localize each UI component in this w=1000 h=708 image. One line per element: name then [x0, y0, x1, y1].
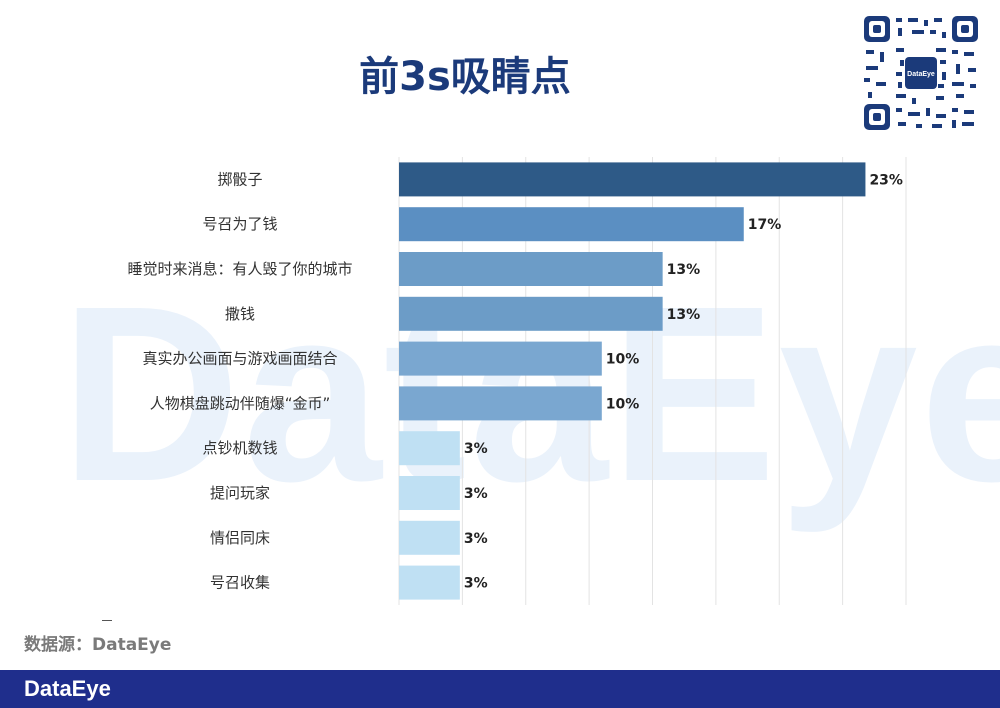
data-label: 10% — [606, 352, 640, 368]
data-label: 3% — [464, 576, 488, 592]
footer-logo: DataEye — [24, 676, 111, 701]
category-label: 情侣同床 — [210, 529, 270, 547]
bar — [399, 296, 663, 331]
data-label: 13% — [667, 262, 701, 278]
bar — [399, 431, 460, 466]
bar — [399, 565, 460, 600]
data-label: 3% — [464, 486, 488, 502]
footer-bar: DataEye — [0, 670, 1000, 708]
data-label: 23% — [869, 172, 903, 188]
bar — [399, 252, 663, 286]
category-label: 提问玩家 — [210, 484, 270, 502]
category-label: 号召收集 — [210, 574, 270, 592]
category-label: 点钞机数钱 — [202, 439, 277, 457]
bar — [399, 207, 744, 242]
bar — [399, 476, 460, 510]
data-label: 17% — [748, 217, 782, 233]
chart-title: 前3s吸睛点 — [359, 54, 571, 100]
data-label: 3% — [464, 531, 488, 547]
category-label: 人物棋盘跳动伴随爆“金币” — [150, 394, 331, 412]
data-label: 10% — [606, 396, 640, 412]
qr-badge-text: DataEye — [907, 71, 935, 78]
category-label: 掷骰子 — [217, 170, 262, 188]
bar — [399, 162, 866, 197]
source-note: 数据源：DataEye — [24, 635, 172, 655]
bar — [399, 386, 602, 421]
category-label: 睡觉时来消息：有人毁了你的城市 — [127, 260, 352, 278]
source-dash — [102, 620, 112, 621]
category-label: 号召为了钱 — [202, 215, 277, 233]
qr-code-icon: DataEye — [860, 12, 982, 134]
category-label: 撒钱 — [225, 305, 255, 323]
data-label: 13% — [667, 307, 701, 323]
bar — [399, 341, 602, 376]
category-label: 真实办公画面与游戏画面结合 — [142, 350, 337, 368]
bar — [399, 520, 460, 555]
data-label: 3% — [464, 441, 488, 457]
